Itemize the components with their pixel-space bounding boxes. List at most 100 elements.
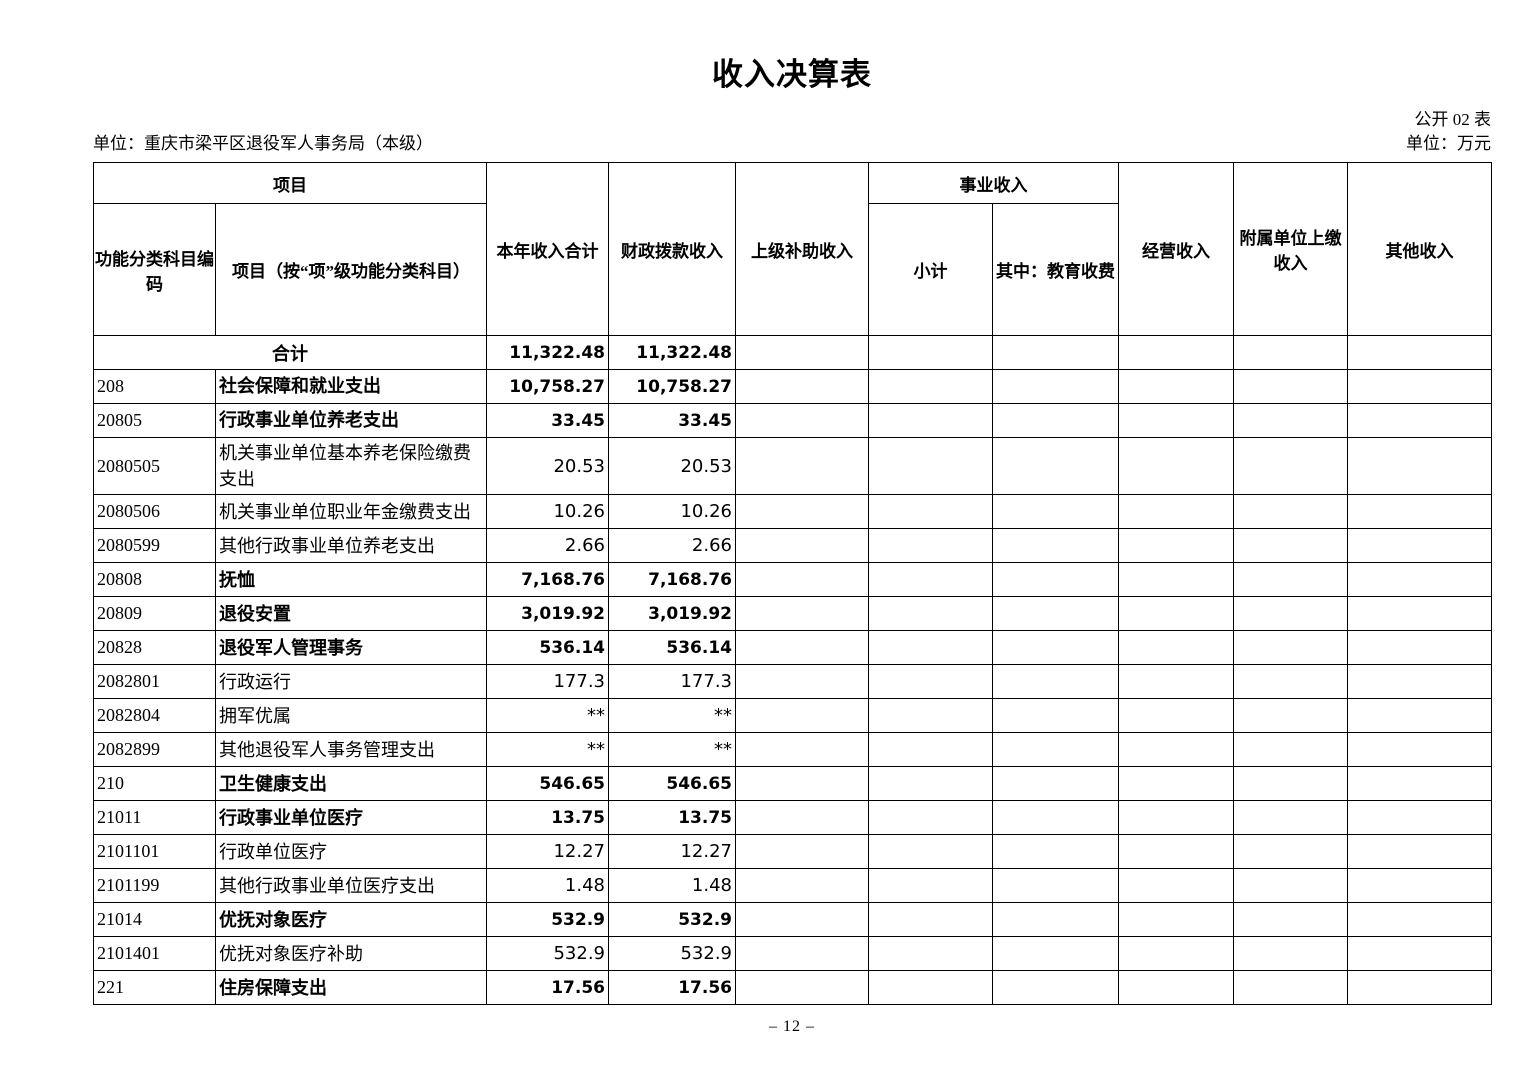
business-subtotal-cell [868,766,993,802]
code-cell: 2082801 [93,664,216,700]
fiscal-allocation-cell: ** [608,732,736,768]
total-income-cell: 1.48 [486,868,609,904]
affiliated-remittance-cell [1233,436,1348,496]
education-fee-cell [992,494,1119,530]
code-cell: 2082899 [93,732,216,768]
fiscal-allocation-cell: 7,168.76 [608,562,736,598]
header-row-2: 功能分类科目编码 项目（按“项”级功能分类科目） 小计 其中：教育收费 [93,203,1492,336]
other-income-cell [1347,834,1492,870]
total-income-cell: 12.27 [486,834,609,870]
other-income-cell [1347,369,1492,404]
other-income-cell [1347,528,1492,564]
superior-subsidy-cell [735,936,869,972]
other-income-cell [1347,562,1492,598]
business-subtotal-cell [868,630,993,666]
item-name-cell: 行政运行 [215,664,487,700]
education-fee-cell [992,436,1119,496]
table-body: 合计 11,322.48 11,322.48 208 社会保障和就业支出 10,… [93,335,1492,1006]
business-subtotal-cell [868,868,993,904]
fiscal-allocation-cell: 177.3 [608,664,736,700]
item-name-cell: 机关事业单位基本养老保险缴费支出 [215,436,487,496]
total-income-cell: 3,019.92 [486,596,609,632]
table-row: 2082899 其他退役军人事务管理支出 ** ** [93,732,1492,768]
code-cell: 2080506 [93,494,216,530]
fiscal-allocation-cell: 12.27 [608,834,736,870]
table-row: 2080599 其他行政事业单位养老支出 2.66 2.66 [93,528,1492,564]
affiliated-remittance-cell [1233,528,1348,564]
affiliated-remittance-cell [1233,970,1348,1006]
superior-subsidy-cell [735,902,869,938]
item-name-cell: 行政事业单位养老支出 [215,403,487,438]
operating-income-cell [1118,630,1234,666]
operating-income-cell [1118,436,1234,496]
table-row: 2082801 行政运行 177.3 177.3 [93,664,1492,700]
business-subtotal-cell [868,562,993,598]
code-cell: 2101199 [93,868,216,904]
header-fiscal-allocation: 财政拨款收入 [608,162,736,336]
business-subtotal-cell [868,732,993,768]
total-income-cell: 20.53 [486,436,609,496]
other-income-cell [1347,732,1492,768]
header-total-income: 本年收入合计 [486,162,609,336]
affiliated-remittance-cell [1233,868,1348,904]
education-fee-cell [992,698,1119,734]
document-content: 收入决算表 公开 02 表 单位：重庆市梁平区退役军人事务局（本级） 单位：万元… [93,0,1492,1036]
operating-income-cell [1118,494,1234,530]
item-name-cell: 住房保障支出 [215,970,487,1006]
code-cell: 208 [93,369,216,404]
header-function-code: 功能分类科目编码 [93,203,216,336]
education-fee-cell [992,403,1119,438]
fiscal-allocation-cell: 33.45 [608,403,736,438]
business-subtotal-cell [868,494,993,530]
education-fee-cell [992,335,1119,370]
fiscal-allocation-cell: 1.48 [608,868,736,904]
unit-name-label: 单位：重庆市梁平区退役军人事务局（本级） [93,134,433,153]
income-accounts-table: 项目 本年收入合计 财政拨款收入 上级补助收入 事业收入 经营收入 附属单位上缴… [93,162,1492,1006]
other-income-cell [1347,902,1492,938]
code-cell: 20809 [93,596,216,632]
operating-income-cell [1118,335,1234,370]
total-income-cell: 10,758.27 [486,369,609,404]
other-income-cell [1347,403,1492,438]
header-business-subtotal: 小计 [868,203,993,336]
total-row-label-cell: 合计 [93,335,487,370]
total-income-cell: 33.45 [486,403,609,438]
operating-income-cell [1118,528,1234,564]
total-income-cell: 11,322.48 [486,335,609,370]
header-affiliated-remittance: 附属单位上缴收入 [1233,162,1348,336]
education-fee-cell [992,562,1119,598]
affiliated-remittance-cell [1233,369,1348,404]
item-name-cell: 机关事业单位职业年金缴费支出 [215,494,487,530]
education-fee-cell [992,369,1119,404]
operating-income-cell [1118,596,1234,632]
business-subtotal-cell [868,800,993,836]
other-income-cell [1347,630,1492,666]
table-row: 2080505 机关事业单位基本养老保险缴费支出 20.53 20.53 [93,436,1492,496]
operating-income-cell [1118,902,1234,938]
business-subtotal-cell [868,436,993,496]
table-row: 208 社会保障和就业支出 10,758.27 10,758.27 [93,369,1492,404]
operating-income-cell [1118,562,1234,598]
affiliated-remittance-cell [1233,403,1348,438]
code-cell: 20828 [93,630,216,666]
superior-subsidy-cell [735,868,869,904]
superior-subsidy-cell [735,494,869,530]
business-subtotal-cell [868,664,993,700]
total-income-cell: 536.14 [486,630,609,666]
fiscal-allocation-cell: 2.66 [608,528,736,564]
total-income-cell: 17.56 [486,970,609,1006]
business-subtotal-cell [868,936,993,972]
operating-income-cell [1118,936,1234,972]
table-row: 2101199 其他行政事业单位医疗支出 1.48 1.48 [93,868,1492,904]
education-fee-cell [992,970,1119,1006]
superior-subsidy-cell [735,596,869,632]
header-row-1: 项目 本年收入合计 财政拨款收入 上级补助收入 事业收入 经营收入 附属单位上缴… [93,162,1492,336]
education-fee-cell [992,800,1119,836]
education-fee-cell [992,936,1119,972]
affiliated-remittance-cell [1233,630,1348,666]
total-income-cell: 177.3 [486,664,609,700]
fiscal-allocation-cell: ** [608,698,736,734]
item-name-cell: 拥军优属 [215,698,487,734]
header-superior-subsidy: 上级补助收入 [735,162,869,336]
code-cell: 2101401 [93,936,216,972]
